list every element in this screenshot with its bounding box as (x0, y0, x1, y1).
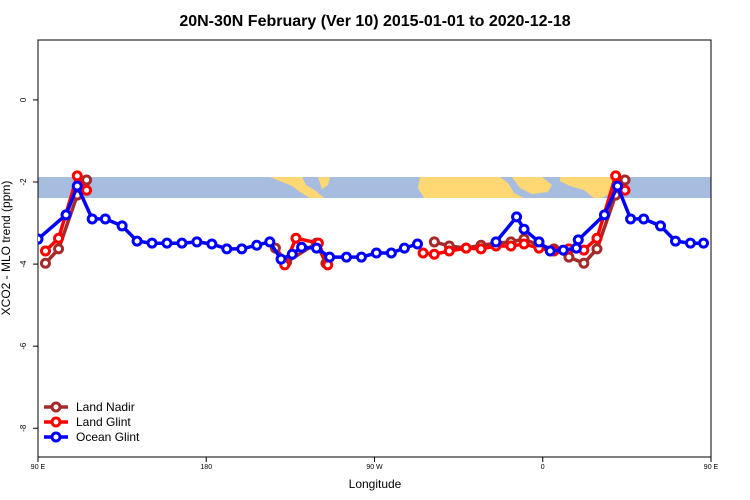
data-point (625, 213, 637, 225)
data-point (71, 180, 83, 192)
y-tick-label: -8 (19, 424, 28, 432)
data-point (131, 235, 143, 247)
data-point (251, 239, 263, 251)
x-tick-label: 90 E (31, 464, 46, 471)
series-line (494, 181, 704, 253)
data-point (60, 209, 72, 221)
legend-label: Land Nadir (76, 400, 135, 414)
data-point (669, 235, 681, 247)
data-point (591, 232, 603, 244)
data-point (417, 247, 429, 259)
data-point (146, 237, 158, 249)
data-point (275, 253, 287, 265)
data-point (39, 257, 51, 269)
data-point (86, 213, 98, 225)
data-point (340, 251, 352, 263)
data-point (39, 245, 51, 257)
data-point (324, 251, 336, 263)
data-point (264, 236, 276, 248)
data-point (572, 234, 584, 246)
data-point (533, 236, 545, 248)
data-point (81, 174, 93, 186)
data-point (460, 242, 472, 254)
data-point (557, 244, 569, 256)
chart-title: 20N-30N February (Ver 10) 2015-01-01 to … (179, 13, 570, 30)
legend-marker (50, 431, 62, 443)
data-point (355, 251, 367, 263)
y-tick-label: -2 (19, 178, 28, 186)
legend-marker (50, 416, 62, 428)
land (318, 177, 330, 189)
y-tick-label: -6 (19, 342, 28, 350)
plot-area (38, 170, 710, 271)
land (512, 177, 552, 194)
data-point (296, 241, 308, 253)
data-point (544, 245, 556, 257)
data-point (443, 245, 455, 257)
data-point (398, 242, 410, 254)
data-point (71, 170, 83, 182)
data-point (598, 209, 610, 221)
data-point (511, 211, 523, 223)
data-point (311, 242, 323, 254)
data-point (286, 248, 298, 260)
data-point (428, 248, 440, 260)
x-tick-label: 0 (541, 464, 545, 471)
data-point (518, 238, 530, 250)
data-point (619, 174, 631, 186)
data-point (236, 243, 248, 255)
data-point (698, 237, 710, 249)
data-point (490, 236, 502, 248)
data-point (116, 220, 128, 232)
data-point (191, 236, 203, 248)
data-point (206, 238, 218, 250)
y-tick-label: 0 (19, 97, 28, 102)
x-tick-label: 90 W (366, 464, 383, 471)
legend-label: Land Glint (76, 415, 131, 429)
data-point (428, 236, 440, 248)
x-tick-label: 90 E (704, 464, 719, 471)
data-point (99, 213, 111, 225)
x-tick-label: 180 (200, 464, 212, 471)
y-axis-label: XCO2 - MLO trend (ppm) (0, 181, 13, 316)
data-point (505, 240, 517, 252)
data-point (385, 247, 397, 259)
land (418, 177, 524, 198)
data-point (53, 232, 65, 244)
data-point (176, 237, 188, 249)
x-axis-label: Longitude (349, 477, 402, 491)
data-point (612, 180, 624, 192)
data-point (411, 238, 423, 250)
land (270, 177, 324, 198)
legend-marker (50, 401, 62, 413)
data-point (578, 257, 590, 269)
data-point (81, 184, 93, 196)
data-point (610, 170, 622, 182)
data-point (38, 233, 44, 245)
y-tick-label: -4 (19, 260, 28, 268)
legend-label: Ocean Glint (76, 430, 140, 444)
data-point (53, 243, 65, 255)
data-point (655, 220, 667, 232)
data-point (161, 237, 173, 249)
map-strip (38, 177, 711, 198)
data-point (518, 223, 530, 235)
data-point (221, 243, 233, 255)
data-point (638, 213, 650, 225)
data-point (591, 243, 603, 255)
data-point (290, 232, 302, 244)
data-point (475, 243, 487, 255)
data-point (684, 237, 696, 249)
data-point (370, 247, 382, 259)
